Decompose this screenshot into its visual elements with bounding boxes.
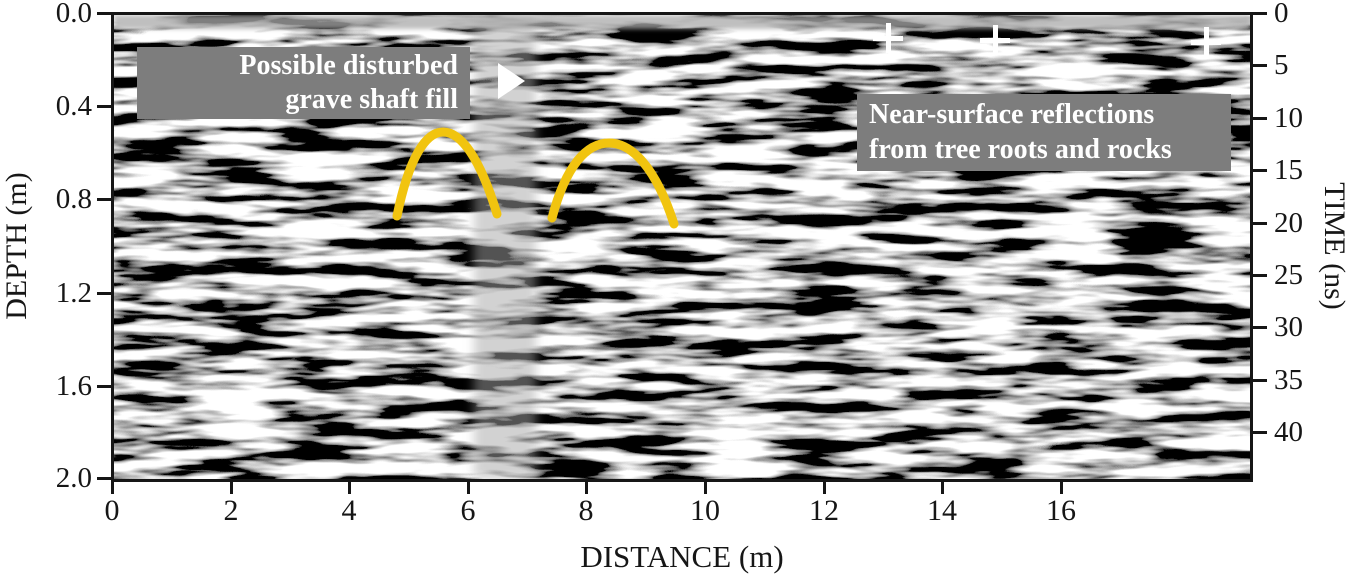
plus-vertical-bar <box>993 25 998 55</box>
distance-tick-label: 12 <box>809 494 839 527</box>
grave-shaft-annotation: Possible disturbed grave shaft fill <box>137 47 470 119</box>
depth-tick-label: 1.2 <box>55 277 92 309</box>
near-surface-band <box>114 15 1250 29</box>
plus-marker-icon <box>873 23 903 53</box>
distance-tick-mark <box>348 482 351 494</box>
distance-tick-label: 10 <box>690 494 720 527</box>
depth-tick-mark <box>97 12 111 15</box>
depth-tick-mark <box>97 477 111 480</box>
depth-tick-label: 2.0 <box>55 462 92 494</box>
distance-tick-mark <box>704 482 707 494</box>
distance-tick-label: 0 <box>104 494 120 527</box>
time-tick-mark <box>1253 379 1267 382</box>
time-tick-label: 20 <box>1274 207 1303 239</box>
depth-tick-label: 0.0 <box>55 0 92 29</box>
tree-roots-annotation-line1: Near-surface reflections <box>869 99 1155 130</box>
time-tick-label: 35 <box>1274 364 1303 396</box>
plus-vertical-bar <box>1204 27 1209 57</box>
right-triangle-pointer-icon <box>498 63 525 99</box>
time-tick-mark <box>1253 274 1267 277</box>
distance-tick-label: 8 <box>578 494 594 527</box>
distance-tick-mark <box>941 482 944 494</box>
time-tick-mark <box>1253 222 1267 225</box>
time-tick-mark <box>1253 64 1267 67</box>
distance-tick-mark <box>1060 482 1063 494</box>
time-tick-label: 0 <box>1274 0 1289 29</box>
distance-tick-mark <box>823 482 826 494</box>
plus-marker-icon <box>1191 27 1221 57</box>
distance-tick-label: 14 <box>927 494 957 527</box>
plus-vertical-bar <box>886 23 891 53</box>
time-tick-mark <box>1253 326 1267 329</box>
distance-tick-mark <box>111 482 114 494</box>
time-tick-mark <box>1253 12 1267 15</box>
distance-tick-label: 4 <box>341 494 357 527</box>
time-tick-label: 15 <box>1274 154 1303 186</box>
distance-tick-label: 2 <box>223 494 239 527</box>
distance-tick-mark <box>230 482 233 494</box>
time-tick-label: 10 <box>1274 102 1303 134</box>
time-tick-mark <box>1253 169 1267 172</box>
time-tick-mark <box>1253 117 1267 120</box>
time-tick-mark <box>1253 431 1267 434</box>
grave-shaft-annotation-line1: Possible disturbed <box>239 50 458 81</box>
time-tick-label: 30 <box>1274 311 1303 343</box>
distance-tick-label: 6 <box>460 494 476 527</box>
depth-axis-title: DEPTH (m) <box>0 172 33 320</box>
distance-tick-label: 16 <box>1046 494 1076 527</box>
grave-shaft-annotation-line2: grave shaft fill <box>285 84 458 115</box>
distance-tick-mark <box>585 482 588 494</box>
depth-tick-label: 0.4 <box>55 90 92 122</box>
depth-tick-mark <box>97 292 111 295</box>
time-tick-label: 25 <box>1274 259 1303 291</box>
tree-roots-annotation-line2: from tree roots and rocks <box>869 134 1172 165</box>
depth-tick-label: 0.8 <box>55 183 92 215</box>
distance-tick-mark <box>467 482 470 494</box>
tree-roots-annotation: Near-surface reflections from tree roots… <box>857 94 1231 171</box>
time-tick-label: 40 <box>1274 416 1303 448</box>
depth-tick-mark <box>97 198 111 201</box>
distance-axis-title: DISTANCE (m) <box>580 539 784 574</box>
time-tick-label: 5 <box>1274 49 1289 81</box>
plus-marker-icon <box>980 25 1010 55</box>
time-axis-title: TIME (ns) <box>1318 182 1351 310</box>
depth-tick-mark <box>97 105 111 108</box>
depth-tick-mark <box>97 385 111 388</box>
depth-tick-label: 1.6 <box>55 370 92 402</box>
